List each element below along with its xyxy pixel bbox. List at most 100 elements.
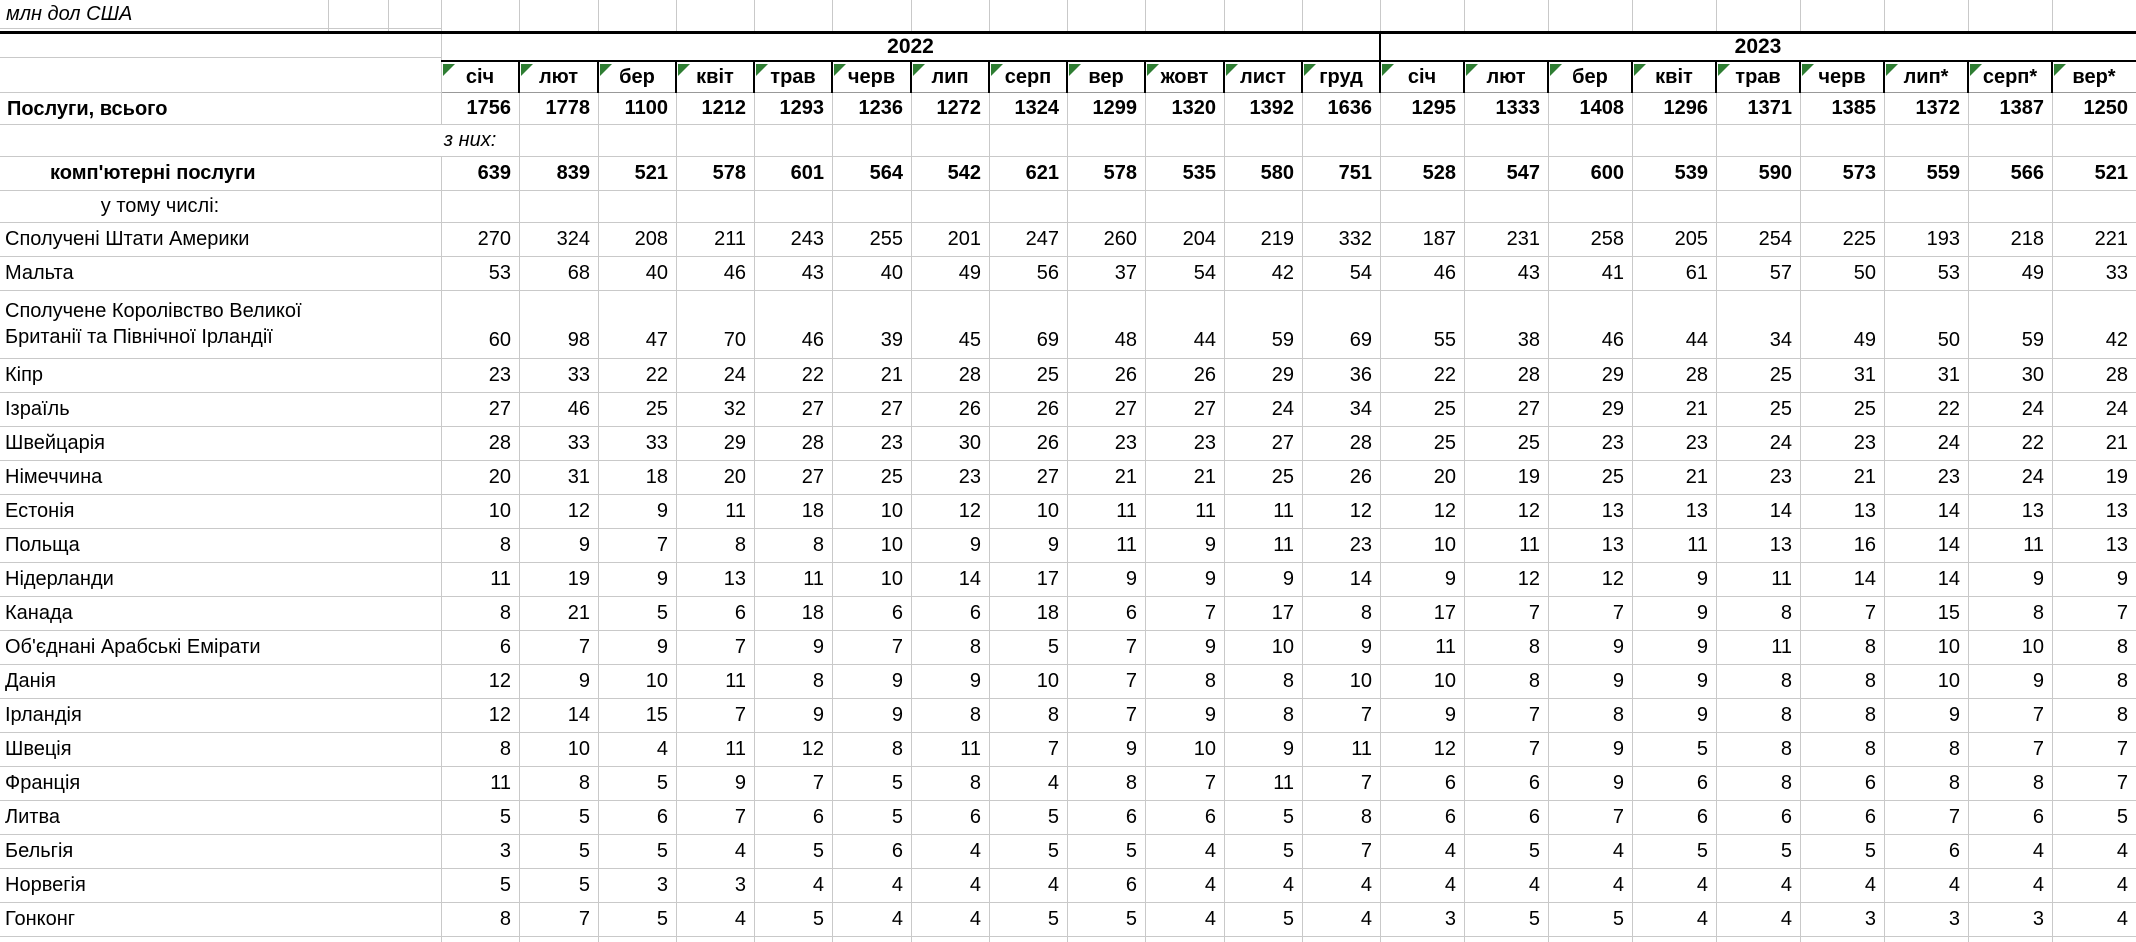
value-cell[interactable]: 4 bbox=[2032, 839, 2044, 862]
value-cell[interactable]: 43 bbox=[1517, 261, 1540, 284]
month-header-cell[interactable]: бер bbox=[619, 65, 655, 88]
value-cell[interactable]: 10 bbox=[1193, 737, 1216, 760]
value-cell[interactable]: 18 bbox=[801, 499, 824, 522]
month-header-cell[interactable]: квіт bbox=[1655, 65, 1693, 88]
value-cell[interactable]: 60 bbox=[488, 329, 511, 351]
value-cell[interactable]: 12 bbox=[1517, 499, 1540, 522]
month-header-cell[interactable]: серп* bbox=[1982, 65, 2038, 88]
value-cell[interactable]: 21 bbox=[2105, 431, 2128, 454]
value-cell[interactable]: 22 bbox=[645, 363, 668, 386]
row-label-cell[interactable]: Ірландія bbox=[5, 704, 82, 726]
value-cell[interactable]: 6 bbox=[2032, 805, 2044, 828]
value-cell[interactable]: 3 bbox=[1864, 907, 1876, 930]
value-cell[interactable]: 6 bbox=[656, 805, 668, 828]
value-cell[interactable]: 28 bbox=[1685, 363, 1708, 386]
value-cell[interactable]: 22 bbox=[2021, 431, 2044, 454]
value-cell[interactable]: 590 bbox=[1758, 161, 1792, 184]
value-cell[interactable]: 8 bbox=[1780, 601, 1792, 624]
value-cell[interactable]: 12 bbox=[567, 499, 590, 522]
value-cell[interactable]: 68 bbox=[567, 261, 590, 284]
value-cell[interactable]: 8 bbox=[812, 669, 824, 692]
value-cell[interactable]: 23 bbox=[880, 431, 903, 454]
value-cell[interactable]: 9 bbox=[656, 567, 668, 590]
row-label-cell[interactable]: Нідерланди bbox=[5, 568, 114, 590]
value-cell[interactable]: 10 bbox=[1937, 635, 1960, 658]
value-cell[interactable]: 24 bbox=[2021, 397, 2044, 420]
value-cell[interactable]: 8 bbox=[1948, 737, 1960, 760]
value-cell[interactable]: 4 bbox=[1612, 839, 1624, 862]
value-cell[interactable]: 22 bbox=[1937, 397, 1960, 420]
value-cell[interactable]: 5 bbox=[1528, 839, 1540, 862]
value-cell[interactable]: 25 bbox=[1433, 431, 1456, 454]
month-header-cell[interactable]: лип bbox=[931, 65, 969, 88]
value-cell[interactable]: 4 bbox=[1360, 907, 1372, 930]
value-cell[interactable]: 10 bbox=[1271, 635, 1294, 658]
month-header-cell[interactable]: черв bbox=[847, 65, 896, 88]
value-cell[interactable]: 32 bbox=[723, 397, 746, 420]
value-cell[interactable]: 53 bbox=[488, 261, 511, 284]
value-cell[interactable]: 578 bbox=[1103, 161, 1137, 184]
value-cell[interactable]: 11 bbox=[1687, 533, 1708, 556]
value-cell[interactable]: 12 bbox=[1601, 567, 1624, 590]
value-cell[interactable]: 30 bbox=[958, 431, 981, 454]
value-cell[interactable]: 46 bbox=[567, 397, 590, 420]
value-cell[interactable]: 6 bbox=[1528, 771, 1540, 794]
value-cell[interactable]: 26 bbox=[1114, 363, 1137, 386]
value-cell[interactable]: 10 bbox=[1937, 669, 1960, 692]
value-cell[interactable]: 24 bbox=[1271, 397, 1294, 420]
value-cell[interactable]: 332 bbox=[1338, 227, 1372, 250]
value-cell[interactable]: 13 bbox=[1601, 499, 1624, 522]
value-cell[interactable]: 6 bbox=[1864, 771, 1876, 794]
value-cell[interactable]: 28 bbox=[958, 363, 981, 386]
value-cell[interactable]: 218 bbox=[2010, 227, 2044, 250]
value-cell[interactable]: 5 bbox=[1125, 907, 1137, 930]
value-cell[interactable]: 7 bbox=[1948, 805, 1960, 828]
value-cell[interactable]: 27 bbox=[1193, 397, 1216, 420]
value-cell[interactable]: 3 bbox=[734, 873, 746, 896]
value-cell[interactable]: 3 bbox=[1948, 907, 1960, 930]
value-cell[interactable]: 8 bbox=[499, 737, 511, 760]
row-label-cell[interactable]: Гонконг bbox=[5, 908, 76, 930]
value-cell[interactable]: 23 bbox=[1349, 533, 1372, 556]
value-cell[interactable]: 3 bbox=[1444, 907, 1456, 930]
value-cell[interactable]: 5 bbox=[1282, 805, 1294, 828]
value-cell[interactable]: 1293 bbox=[779, 97, 825, 119]
value-cell[interactable]: 4 bbox=[969, 839, 981, 862]
value-cell[interactable]: 9 bbox=[578, 669, 590, 692]
value-cell[interactable]: 9 bbox=[1125, 567, 1137, 590]
value-cell[interactable]: 11 bbox=[1116, 533, 1137, 556]
value-cell[interactable]: 5 bbox=[656, 601, 668, 624]
value-cell[interactable]: 4 bbox=[1780, 907, 1792, 930]
value-cell[interactable]: 4 bbox=[2032, 873, 2044, 896]
value-cell[interactable]: 7 bbox=[1125, 669, 1137, 692]
month-header-cell[interactable]: вер bbox=[1088, 65, 1124, 88]
value-cell[interactable]: 4 bbox=[969, 873, 981, 896]
value-cell[interactable]: 9 bbox=[1612, 737, 1624, 760]
value-cell[interactable]: 11 bbox=[960, 737, 981, 760]
row-label-cell[interactable]: Ізраїль bbox=[5, 398, 70, 420]
value-cell[interactable]: 4 bbox=[1612, 873, 1624, 896]
section-note-cell[interactable]: з них: bbox=[443, 128, 497, 151]
value-cell[interactable]: 29 bbox=[1601, 397, 1624, 420]
row-label-cell[interactable]: Швеція bbox=[5, 738, 72, 760]
value-cell[interactable]: 20 bbox=[488, 465, 511, 488]
value-cell[interactable]: 9 bbox=[1360, 635, 1372, 658]
value-cell[interactable]: 24 bbox=[2021, 465, 2044, 488]
month-header-cell[interactable]: лист bbox=[1240, 65, 1286, 88]
value-cell[interactable]: 34 bbox=[1769, 329, 1792, 351]
value-cell[interactable]: 559 bbox=[1926, 161, 1960, 184]
value-cell[interactable]: 19 bbox=[567, 567, 590, 590]
value-cell[interactable]: 9 bbox=[656, 499, 668, 522]
value-cell[interactable]: 7 bbox=[578, 635, 590, 658]
value-cell[interactable]: 23 bbox=[1853, 431, 1876, 454]
value-cell[interactable]: 26 bbox=[1349, 465, 1372, 488]
value-cell[interactable]: 9 bbox=[1444, 567, 1456, 590]
value-cell[interactable]: 5 bbox=[891, 771, 903, 794]
month-header-cell[interactable]: трав bbox=[770, 65, 816, 88]
value-cell[interactable]: 6 bbox=[969, 805, 981, 828]
value-cell[interactable]: 25 bbox=[880, 465, 903, 488]
value-cell[interactable]: 14 bbox=[567, 703, 590, 726]
value-cell[interactable]: 20 bbox=[723, 465, 746, 488]
value-cell[interactable]: 8 bbox=[969, 771, 981, 794]
value-cell[interactable]: 5 bbox=[1047, 635, 1059, 658]
